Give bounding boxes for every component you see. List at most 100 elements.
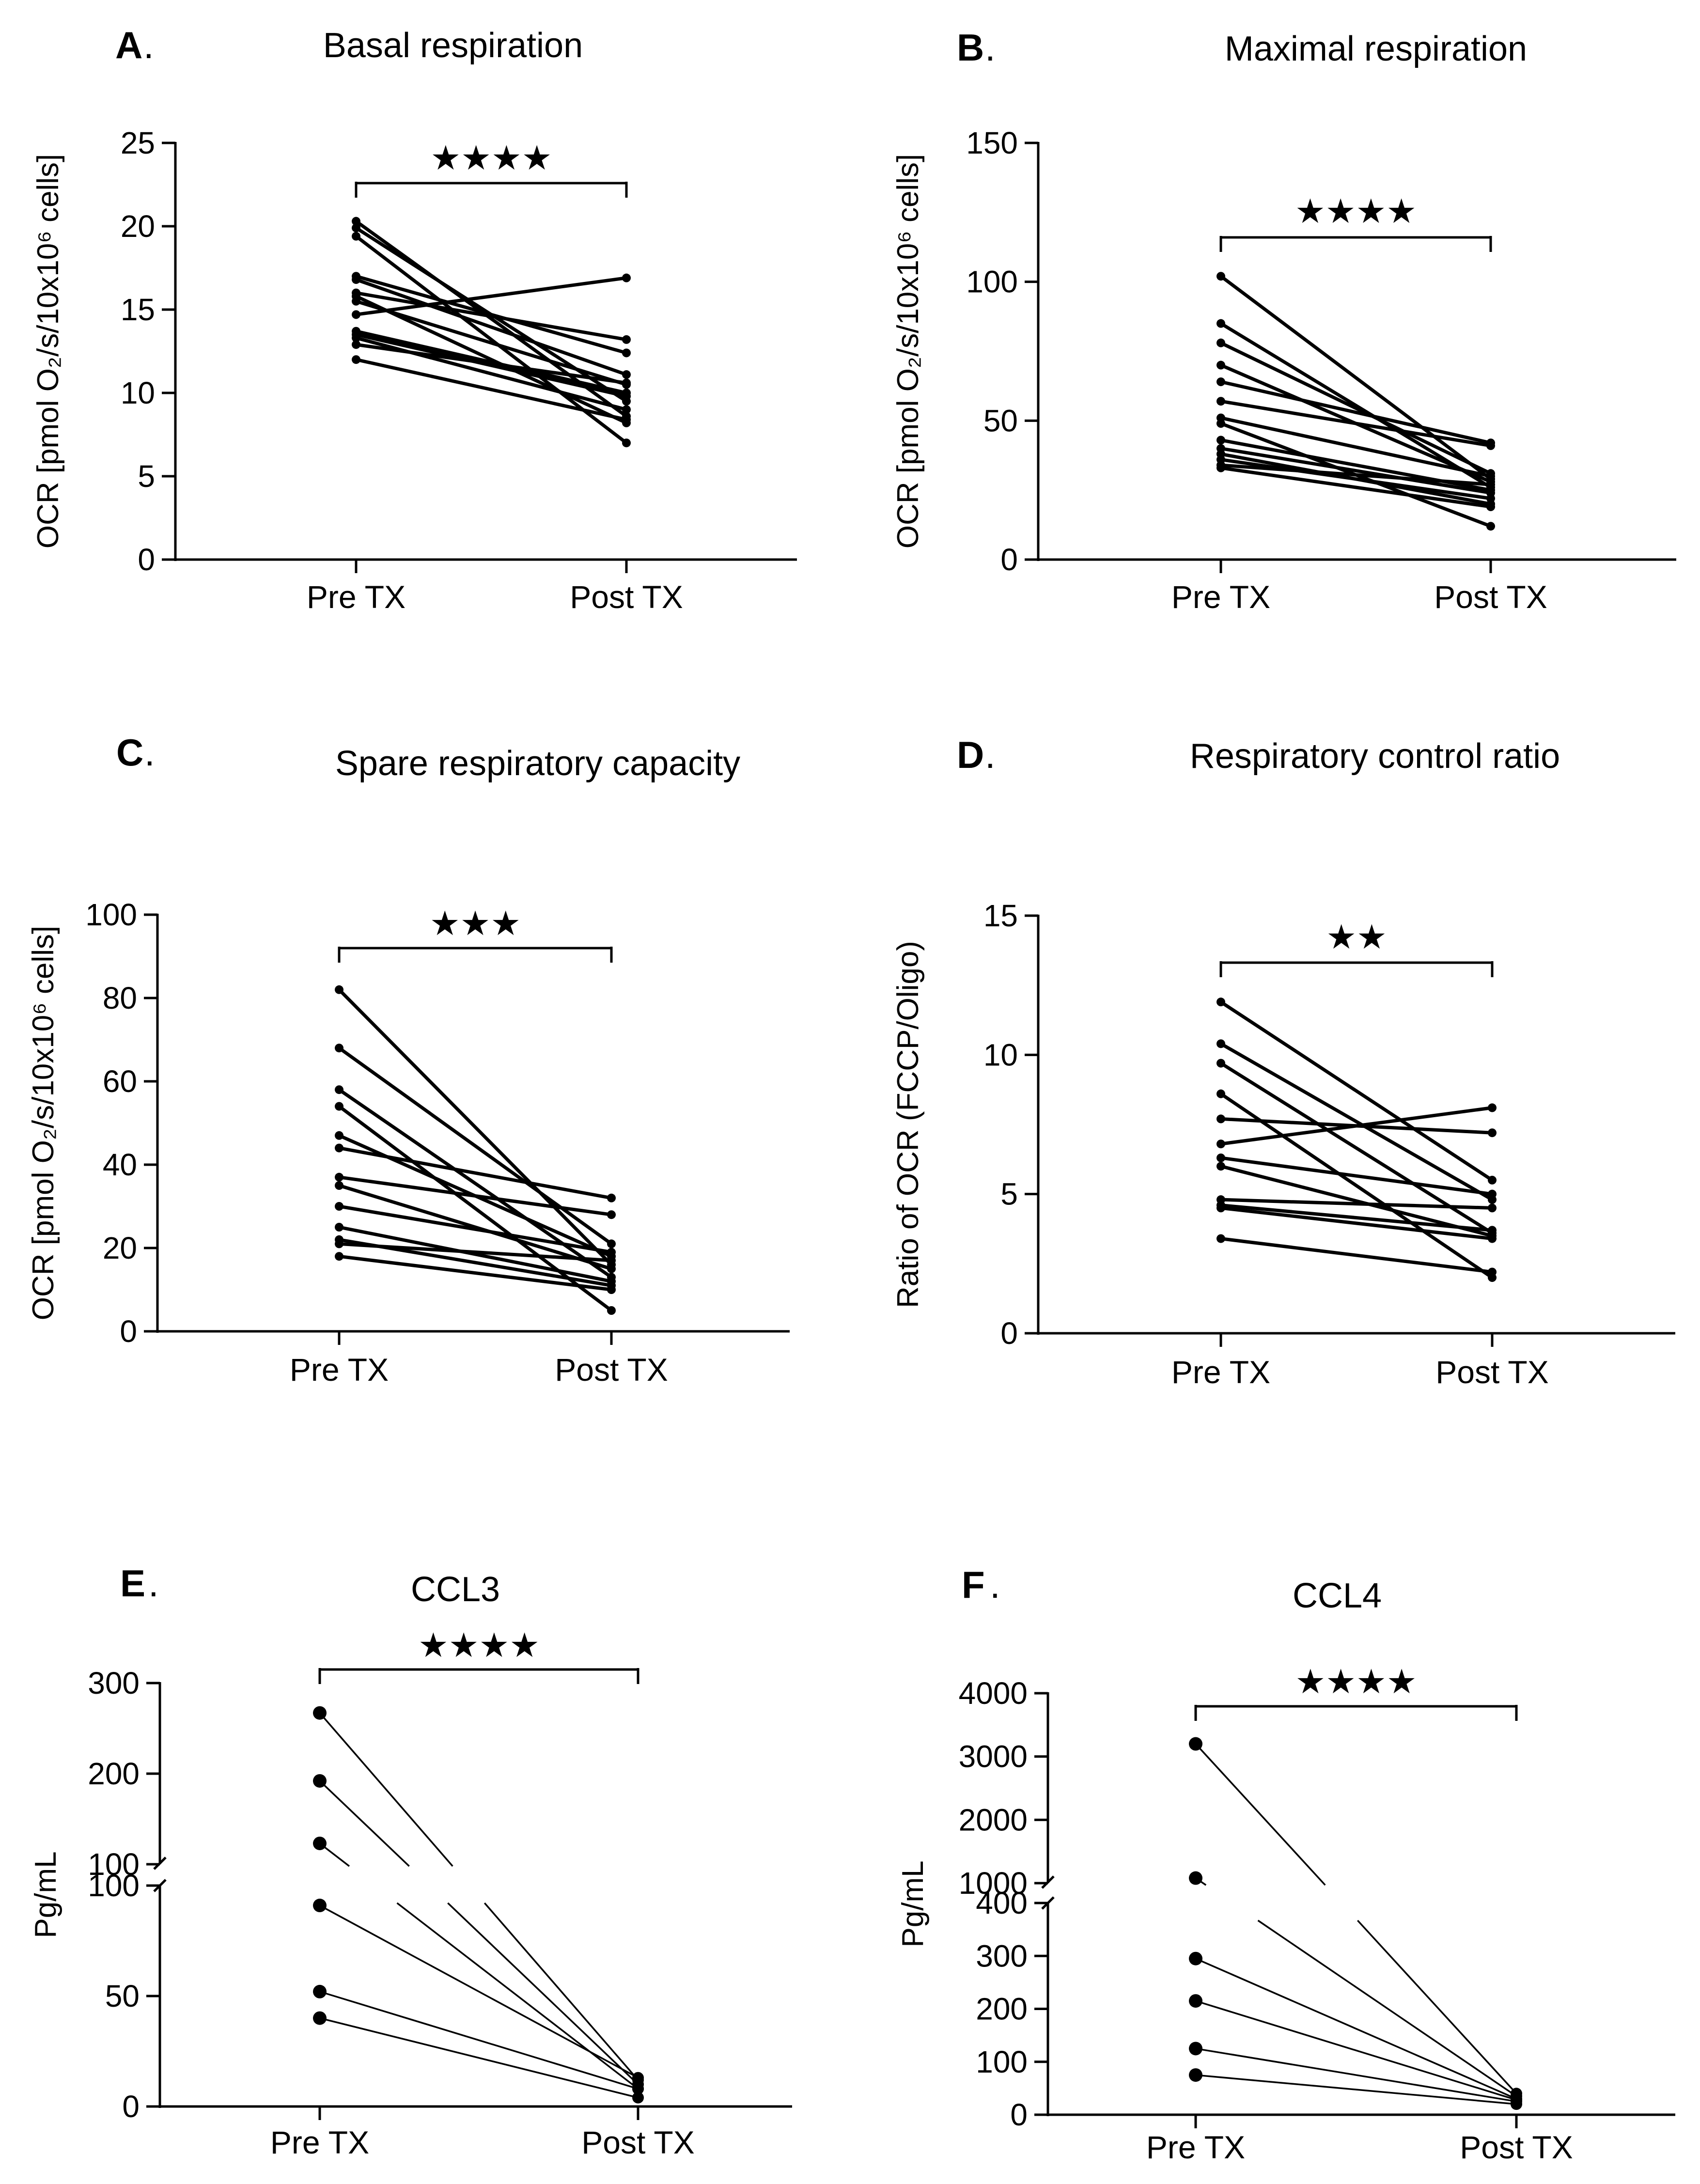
data-point-post (1488, 1267, 1497, 1277)
y-tick-label: 50 (983, 403, 1018, 438)
data-point-post (607, 1264, 616, 1273)
data-point-pre (313, 1774, 327, 1788)
paired-line (1195, 1958, 1517, 2100)
y-tick-label: 0 (1000, 1316, 1018, 1351)
y-tick-label: 0 (138, 542, 155, 577)
panel-label: A (115, 24, 142, 66)
y-tick-label: 400 (976, 1886, 1028, 1920)
y-axis-label: OCR [pmol O₂/s/10x10⁶ cells] (27, 926, 60, 1321)
data-point-post (607, 1285, 616, 1294)
data-point-post (607, 1256, 616, 1265)
paired-line (337, 988, 613, 1266)
data-point-pre (352, 355, 360, 364)
significance-stars: ★★★★ (1295, 1663, 1417, 1700)
panel-label-dot: . (985, 26, 996, 69)
paired-line-upper (319, 1712, 453, 1867)
data-point-post (1488, 1189, 1497, 1199)
data-point-post (622, 438, 631, 448)
data-point-post (1486, 485, 1495, 495)
data-point-post (1488, 1234, 1497, 1243)
data-point-post (632, 2083, 644, 2095)
x-tick-label: Post TX (581, 2124, 695, 2160)
paired-line-lower (1257, 1919, 1517, 2097)
paired-line (1219, 438, 1493, 492)
paired-line (1219, 1156, 1494, 1196)
y-tick-label: 100 (85, 897, 137, 932)
data-point-pre (1189, 2042, 1202, 2056)
data-point-post (607, 1193, 616, 1202)
y-tick-label: 100 (976, 2044, 1028, 2079)
paired-line (1219, 416, 1493, 478)
data-point-pre (1217, 1059, 1225, 1068)
data-point-pre (1189, 1994, 1202, 2008)
y-tick-label: 80 (103, 981, 137, 1015)
x-tick-label: Post TX (1435, 1354, 1549, 1390)
data-point-pre (335, 1172, 343, 1182)
paired-line (319, 1991, 639, 2090)
significance-stars: ★★★★ (1295, 192, 1417, 230)
data-point-pre (1189, 1951, 1202, 1966)
data-point-post (622, 348, 631, 358)
y-tick-label: 0 (1010, 2097, 1028, 2132)
data-point-pre (335, 1223, 343, 1232)
significance-stars: ★★★ (430, 905, 521, 942)
data-point-pre (1217, 397, 1225, 406)
paired-line (1219, 1206, 1494, 1241)
data-point-post (632, 2091, 644, 2104)
x-tick-label: Post TX (570, 579, 683, 615)
data-point-pre (352, 275, 360, 284)
paired-line (337, 1146, 613, 1200)
data-point-pre (352, 333, 360, 343)
data-point-post (607, 1210, 616, 1219)
y-tick-label: 200 (88, 1756, 140, 1791)
paired-line (319, 2017, 639, 2099)
data-point-post (1486, 441, 1495, 450)
data-point-pre (352, 232, 360, 241)
data-point-post (622, 405, 631, 414)
paired-line (1219, 1061, 1494, 1235)
y-axis-label: Pg/mL (29, 1851, 62, 1938)
data-point-pre (335, 1202, 343, 1211)
data-point-pre (352, 223, 360, 233)
data-point-pre (1189, 2068, 1202, 2082)
data-point-pre (1217, 1089, 1225, 1098)
y-tick-label: 5 (138, 459, 155, 494)
y-tick-label: 10 (121, 375, 155, 410)
y-tick-label: 0 (120, 1314, 137, 1349)
data-point-pre (335, 985, 343, 994)
data-point-post (1486, 494, 1495, 503)
data-point-pre (313, 2011, 327, 2025)
data-point-post (1486, 502, 1495, 512)
x-tick-label: Pre TX (1146, 2129, 1245, 2165)
y-tick-label: 50 (105, 1979, 140, 2013)
paired-line (1219, 399, 1493, 448)
panel-title: CCL4 (1293, 1576, 1382, 1615)
y-tick-label: 100 (966, 265, 1018, 299)
data-point-post (1486, 522, 1495, 531)
y-tick-label: 0 (122, 2089, 140, 2124)
y-tick-label: 5 (1000, 1177, 1018, 1212)
data-point-pre (1189, 1737, 1202, 1751)
x-tick-label: Pre TX (1171, 579, 1270, 615)
x-tick-label: Pre TX (1171, 1354, 1270, 1390)
data-point-pre (335, 1143, 343, 1153)
paired-line-upper (319, 1780, 410, 1867)
paired-line (1219, 1237, 1494, 1274)
paired-line (337, 1175, 613, 1217)
data-point-post (1488, 1175, 1497, 1185)
data-point-post (607, 1306, 616, 1315)
data-point-pre (352, 296, 360, 306)
data-point-post (622, 378, 631, 388)
y-axis-label: Pg/mL (896, 1860, 930, 1947)
data-point-pre (1217, 272, 1225, 281)
y-tick-label: 300 (88, 1666, 140, 1700)
y-tick-label: 15 (121, 292, 155, 327)
paired-line (354, 291, 628, 342)
data-point-pre (1217, 1153, 1225, 1162)
y-tick-label: 100 (88, 1847, 140, 1882)
data-point-pre (335, 1239, 343, 1248)
panel-label: F (962, 1563, 985, 1606)
y-tick-label: 25 (121, 125, 155, 160)
y-tick-label: 300 (976, 1938, 1028, 1973)
